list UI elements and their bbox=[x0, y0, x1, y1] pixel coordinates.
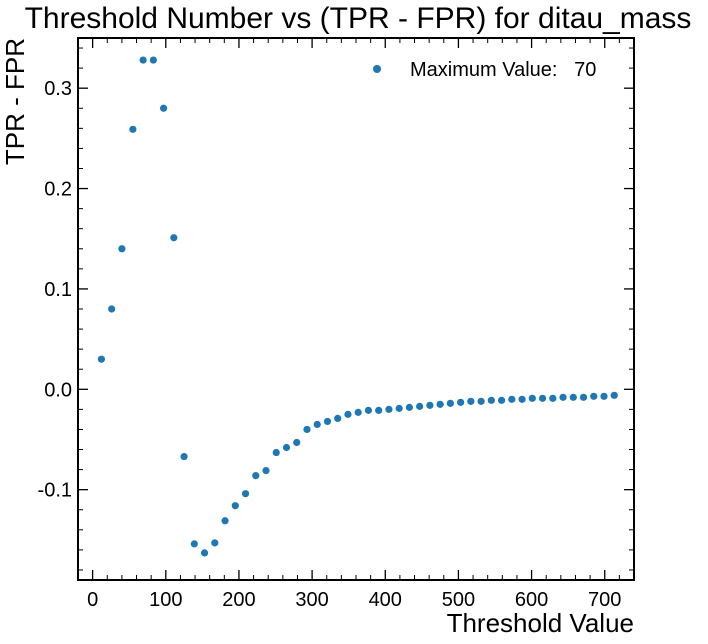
data-point bbox=[108, 305, 116, 313]
data-point bbox=[354, 408, 362, 416]
data-point bbox=[579, 393, 588, 401]
data-point bbox=[610, 391, 618, 399]
x-axis-label: Threshold Value bbox=[447, 608, 634, 638]
data-point bbox=[538, 394, 547, 402]
data-point bbox=[118, 245, 126, 253]
data-point bbox=[323, 417, 332, 426]
data-point bbox=[477, 397, 485, 405]
chart-title: Threshold Number vs (TPR - FPR) for dita… bbox=[25, 2, 692, 35]
plot-frame bbox=[77, 37, 635, 581]
data-point bbox=[221, 517, 229, 525]
data-point bbox=[416, 402, 424, 410]
x-tick-label: 100 bbox=[149, 589, 182, 611]
data-point bbox=[405, 403, 414, 411]
data-point bbox=[508, 395, 516, 403]
data-point bbox=[211, 539, 219, 547]
data-point bbox=[467, 397, 475, 405]
legend: Maximum Value: 70 bbox=[373, 59, 596, 81]
y-tick-label: 0.0 bbox=[44, 379, 72, 401]
series-points bbox=[97, 56, 618, 557]
data-point bbox=[364, 406, 373, 414]
x-tick-label: 200 bbox=[222, 589, 255, 611]
x-tick-label: 0 bbox=[87, 589, 98, 611]
data-point bbox=[272, 448, 280, 457]
data-point bbox=[518, 395, 526, 403]
data-point bbox=[344, 410, 352, 418]
legend-label: Maximum Value: 70 bbox=[410, 59, 596, 81]
data-point bbox=[313, 420, 321, 429]
data-point bbox=[436, 400, 444, 408]
y-axis: -0.1 0.0 0.1 0.2 0.3 bbox=[38, 47, 634, 571]
data-point bbox=[190, 540, 198, 548]
data-point bbox=[590, 392, 598, 400]
data-point bbox=[426, 401, 434, 409]
y-tick-label: 0.3 bbox=[44, 78, 72, 100]
x-tick-label: 300 bbox=[295, 589, 328, 611]
data-point bbox=[293, 438, 301, 447]
data-point bbox=[375, 406, 383, 414]
data-point bbox=[252, 472, 260, 480]
data-point bbox=[334, 414, 342, 423]
data-point bbox=[200, 549, 209, 557]
x-tick-label: 600 bbox=[515, 589, 548, 611]
y-tick-label: 0.2 bbox=[44, 179, 72, 201]
data-point bbox=[97, 355, 106, 363]
data-point bbox=[395, 404, 403, 412]
data-point bbox=[139, 56, 147, 64]
y-tick-label: -0.1 bbox=[38, 480, 72, 502]
legend-marker bbox=[373, 65, 381, 73]
data-point bbox=[569, 393, 577, 401]
data-point bbox=[180, 452, 188, 461]
x-tick-label: 700 bbox=[588, 589, 621, 611]
x-axis: 0 100 200 300 400 500 600 700 bbox=[77, 38, 635, 611]
data-point bbox=[170, 234, 178, 242]
y-axis-label: TPR - FPR bbox=[0, 38, 30, 165]
data-point bbox=[600, 392, 608, 400]
data-point bbox=[497, 396, 506, 404]
data-point bbox=[559, 393, 567, 401]
data-point bbox=[129, 125, 137, 133]
data-point bbox=[457, 398, 465, 406]
data-point bbox=[241, 490, 250, 498]
data-point bbox=[487, 396, 495, 404]
data-point bbox=[528, 394, 536, 402]
data-point bbox=[282, 443, 291, 452]
x-tick-label: 500 bbox=[442, 589, 475, 611]
data-point bbox=[149, 56, 157, 64]
data-point bbox=[303, 425, 311, 434]
data-point bbox=[385, 405, 393, 413]
x-tick-label: 400 bbox=[369, 589, 402, 611]
data-point bbox=[549, 394, 557, 402]
data-point bbox=[262, 466, 270, 475]
data-point bbox=[446, 399, 454, 407]
y-tick-label: 0.1 bbox=[44, 279, 72, 301]
data-point bbox=[231, 502, 239, 510]
data-point bbox=[159, 104, 168, 112]
